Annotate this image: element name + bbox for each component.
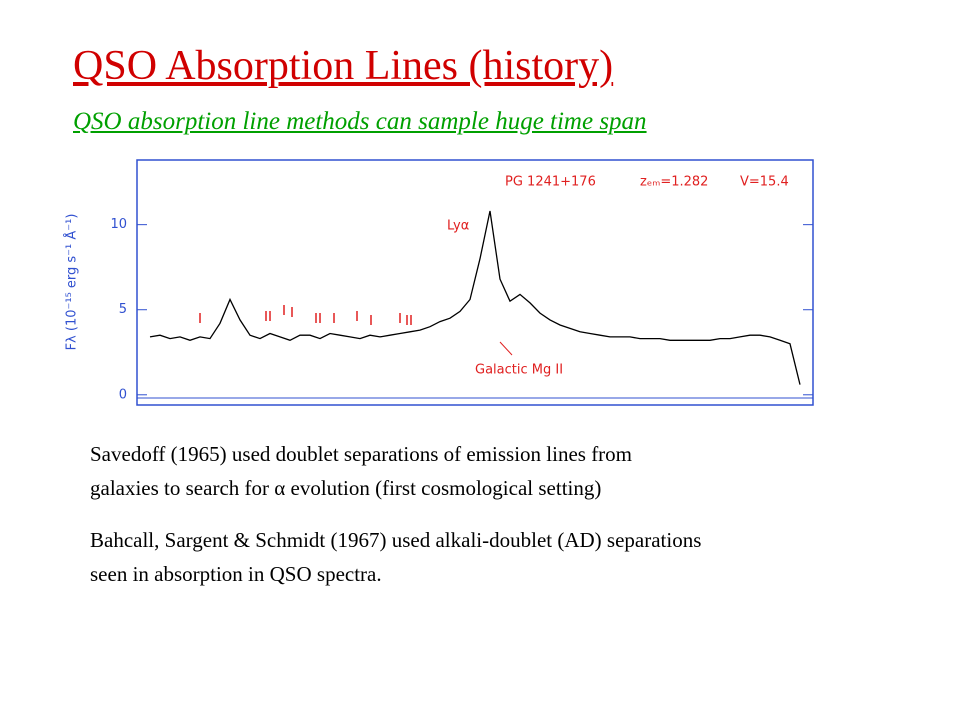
slide-title: QSO Absorption Lines (history) xyxy=(73,43,614,89)
spectrum-line xyxy=(149,210,801,385)
paragraph-line: seen in absorption in QSO spectra. xyxy=(90,562,382,586)
y-tick-label: 5 xyxy=(119,302,127,317)
slide-subtitle: QSO absorption line methods can sample h… xyxy=(73,108,647,135)
plot-frame xyxy=(136,159,814,406)
chart: Fλ (10⁻¹⁵ erg s⁻¹ Å⁻¹) PG 1241+176 zₑₘ=1… xyxy=(64,159,814,406)
absorption-markers xyxy=(199,305,412,325)
annotation: Galactic Mg II xyxy=(475,363,563,378)
annotation: Lyα xyxy=(447,219,469,234)
y-tick-label: 10 xyxy=(110,217,127,232)
annotation-arrow xyxy=(499,341,513,356)
y-axis-label: Fλ (10⁻¹⁵ erg s⁻¹ Å⁻¹) xyxy=(64,214,80,351)
annotation: PG 1241+176 xyxy=(505,175,596,190)
annotation: V=15.4 xyxy=(740,175,789,190)
paragraph-line: Bahcall, Sargent & Schmidt (1967) used a… xyxy=(90,528,702,552)
paragraph-line: galaxies to search for α evolution (firs… xyxy=(90,476,602,500)
paragraph-line: Savedoff (1965) used doublet separations… xyxy=(90,442,633,466)
annotation: zₑₘ=1.282 xyxy=(640,175,708,190)
y-tick-label: 0 xyxy=(119,387,127,402)
